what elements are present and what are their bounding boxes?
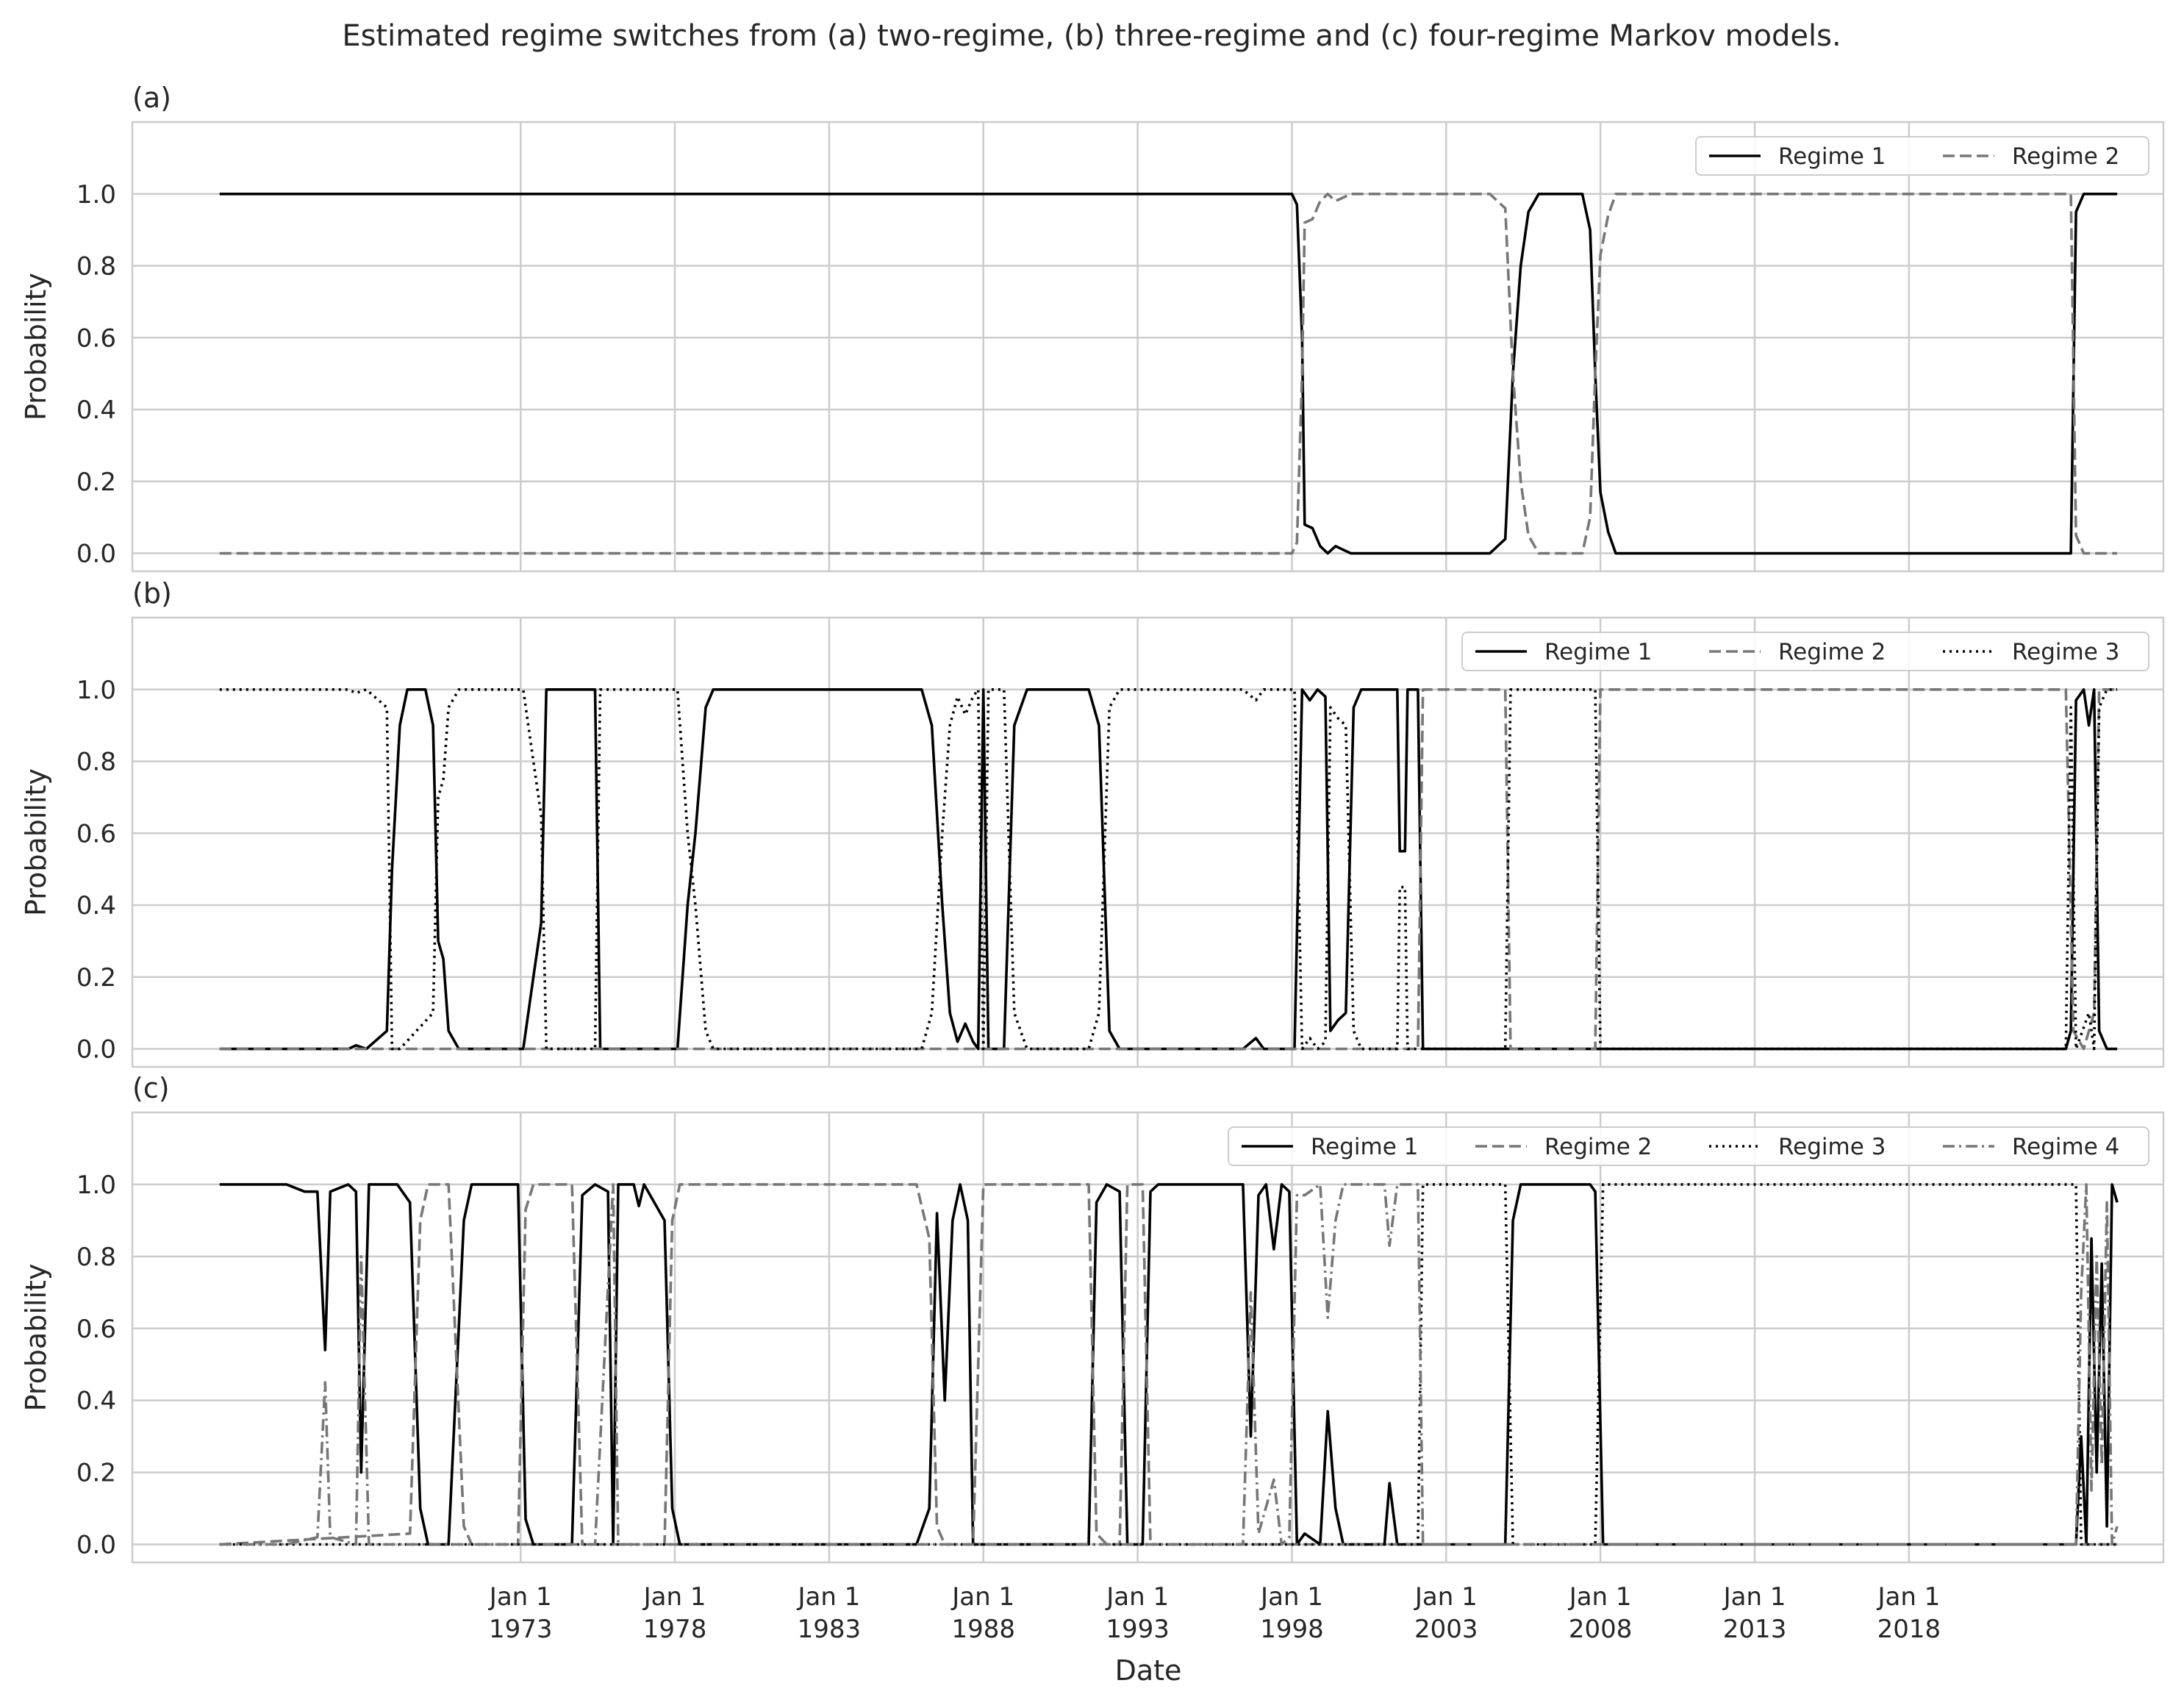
legend-box	[1228, 1126, 2149, 1166]
x-tick-label: 1988	[951, 1615, 1015, 1644]
figure-title: Estimated regime switches from (a) two-r…	[342, 19, 1841, 53]
y-tick-label: 0.4	[76, 891, 116, 921]
chart-panels: 0.0 0.2 0.4 0.6 0.8 1.0 (a) Probability Regime 1…	[20, 82, 2165, 1564]
legend-entry: Regime 1	[1778, 143, 1886, 170]
y-tick-label: 1.0	[76, 1171, 116, 1200]
series-line-regime-1	[219, 193, 2118, 555]
legend-box	[1695, 136, 2149, 176]
y-tick-label: 0.2	[76, 1459, 116, 1488]
y-tick-label: 0.6	[76, 324, 116, 353]
legend-entry: Regime 1	[1311, 1134, 1418, 1160]
x-axis: Jan 1 1973 Jan 1 1978 Jan 1 1983 Jan 1 1988 Jan …	[488, 1582, 1941, 1644]
series-line-regime-2	[219, 1183, 2118, 1546]
series-line-regime-2	[219, 688, 2118, 1051]
y-tick-label: 0.0	[76, 540, 116, 569]
legend-entry: Regime 3	[2012, 639, 2119, 665]
x-tick-label: Jan 1	[796, 1582, 860, 1612]
x-tick-label: 2008	[1569, 1615, 1633, 1644]
x-tick-label: Jan 1	[1105, 1582, 1169, 1612]
y-axis-label: Probability	[20, 273, 52, 421]
x-tick-label: Jan 1	[950, 1582, 1014, 1612]
panel-label: (c)	[132, 1072, 170, 1104]
x-tick-label: Jan 1	[1259, 1582, 1323, 1612]
x-tick-label: Jan 1	[642, 1582, 706, 1612]
y-tick-label: 0.0	[76, 1035, 116, 1065]
plot-frame	[131, 616, 2165, 1068]
series-line-regime-3	[219, 1183, 2118, 1546]
x-tick-label: 1978	[643, 1615, 707, 1644]
y-tick-label: 0.4	[76, 396, 116, 425]
x-tick-label: Jan 1	[1722, 1582, 1786, 1612]
x-axis-label: Date	[1115, 1654, 1182, 1687]
panel-b: 0.0 0.2 0.4 0.6 0.8 1.0 (b) Probability Regime 1…	[20, 577, 2165, 1068]
panel-c: 0.0 0.2 0.4 0.6 0.8 1.0 (c) Probability Regime 1…	[20, 1072, 2165, 1564]
x-tick-label: 2003	[1414, 1615, 1478, 1644]
y-tick-label: 0.8	[76, 252, 116, 282]
x-tick-label: Jan 1	[1876, 1582, 1940, 1612]
x-tick-label: Jan 1	[488, 1582, 552, 1612]
series-line-regime-4	[219, 1183, 2119, 1546]
x-tick-label: 1998	[1260, 1615, 1324, 1644]
y-axis-label: Probability	[20, 768, 52, 916]
panel-a: 0.0 0.2 0.4 0.6 0.8 1.0 (a) Probability Regime 1…	[20, 82, 2165, 573]
y-tick-label: 0.8	[76, 1243, 116, 1272]
x-tick-label: 1993	[1106, 1615, 1170, 1644]
y-tick-label: 0.8	[76, 748, 116, 777]
x-tick-label: Jan 1	[1568, 1582, 1632, 1612]
x-tick-label: 2013	[1723, 1615, 1787, 1644]
plot-frame	[131, 1111, 2165, 1564]
legend: Regime 1 Regime 2 Regime 3	[1461, 632, 2149, 671]
y-tick-label: 1.0	[76, 676, 116, 705]
y-tick-label: 0.2	[76, 963, 116, 993]
legend-box	[1461, 632, 2149, 671]
series-line-regime-3	[219, 688, 2118, 1051]
series-line-regime-1	[219, 688, 2118, 1051]
y-tick-label: 0.6	[76, 819, 116, 848]
y-tick-label: 0.6	[76, 1315, 116, 1344]
legend-entry: Regime 3	[1778, 1134, 1886, 1160]
y-tick-label: 1.0	[76, 180, 116, 210]
series-line-regime-2	[219, 193, 2118, 555]
x-tick-label: 1983	[798, 1615, 862, 1644]
series-line-regime-1	[219, 1183, 2119, 1546]
legend: Regime 1 Regime 2	[1695, 136, 2149, 176]
legend-entry: Regime 1	[1544, 639, 1652, 665]
x-tick-label: 2018	[1877, 1615, 1941, 1644]
y-tick-label: 0.0	[76, 1531, 116, 1560]
y-axis-label: Probability	[20, 1264, 52, 1412]
y-tick-label: 0.2	[76, 468, 116, 497]
legend-entry: Regime 2	[2012, 143, 2119, 170]
x-tick-label: Jan 1	[1414, 1582, 1478, 1612]
legend-entry: Regime 2	[1778, 639, 1886, 665]
legend-entry: Regime 4	[2012, 1134, 2119, 1160]
panel-label: (a)	[132, 82, 171, 114]
legend: Regime 1 Regime 2 Regime 3 Regime 4	[1228, 1126, 2149, 1166]
plot-frame	[131, 121, 2165, 573]
y-tick-label: 0.4	[76, 1387, 116, 1416]
x-tick-label: 1973	[489, 1615, 553, 1644]
panel-label: (b)	[132, 577, 172, 610]
legend-entry: Regime 2	[1544, 1134, 1652, 1160]
